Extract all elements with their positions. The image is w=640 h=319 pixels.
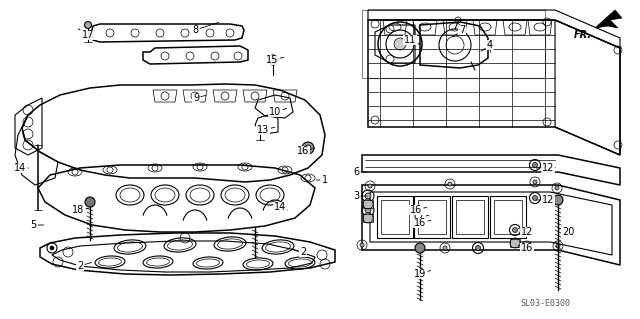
Text: 17: 17 — [78, 29, 94, 40]
Text: 12: 12 — [518, 227, 533, 237]
Circle shape — [556, 244, 560, 248]
Circle shape — [533, 180, 537, 184]
Text: 2: 2 — [294, 247, 306, 257]
Text: 13: 13 — [257, 125, 275, 135]
Circle shape — [553, 195, 563, 205]
Text: 5: 5 — [30, 220, 44, 230]
Text: 11: 11 — [404, 35, 420, 45]
Circle shape — [532, 162, 538, 167]
Text: 12: 12 — [536, 195, 554, 205]
Text: 16: 16 — [414, 218, 431, 228]
Text: 1: 1 — [316, 175, 328, 185]
Circle shape — [476, 246, 481, 250]
Circle shape — [555, 186, 559, 190]
Text: 16: 16 — [410, 205, 427, 215]
Circle shape — [532, 196, 538, 201]
Polygon shape — [595, 10, 622, 28]
Circle shape — [365, 207, 371, 213]
Text: FR.: FR. — [574, 30, 592, 40]
Text: 14: 14 — [14, 163, 29, 173]
Text: 4: 4 — [486, 40, 493, 50]
Text: 8: 8 — [192, 22, 219, 35]
Circle shape — [365, 193, 371, 199]
Circle shape — [394, 38, 406, 50]
Circle shape — [415, 243, 425, 253]
Text: 20: 20 — [558, 227, 574, 237]
Polygon shape — [363, 200, 373, 208]
Text: 12: 12 — [536, 163, 554, 173]
Text: 16: 16 — [297, 146, 315, 156]
Text: 6: 6 — [353, 167, 367, 177]
Circle shape — [85, 197, 95, 207]
Text: 4: 4 — [481, 40, 493, 51]
Text: 16: 16 — [518, 243, 533, 253]
Text: 12: 12 — [412, 213, 429, 223]
Text: 10: 10 — [269, 107, 287, 117]
Text: 15: 15 — [266, 55, 284, 65]
Text: SL03-E0300: SL03-E0300 — [520, 299, 570, 308]
Polygon shape — [363, 214, 373, 222]
Circle shape — [84, 21, 92, 28]
Circle shape — [525, 244, 529, 248]
Text: 18: 18 — [72, 205, 88, 215]
Circle shape — [448, 182, 452, 186]
Text: 14: 14 — [272, 200, 286, 212]
Text: 2: 2 — [77, 261, 92, 271]
Circle shape — [360, 243, 364, 247]
Text: 3: 3 — [353, 191, 367, 201]
Circle shape — [50, 246, 54, 250]
Circle shape — [268, 55, 278, 65]
Text: 7: 7 — [453, 25, 465, 37]
Text: 19: 19 — [414, 269, 431, 279]
Text: 9: 9 — [193, 93, 205, 103]
Circle shape — [443, 246, 447, 250]
Circle shape — [513, 227, 518, 233]
Circle shape — [368, 184, 372, 188]
Circle shape — [302, 142, 314, 154]
Polygon shape — [510, 239, 520, 247]
